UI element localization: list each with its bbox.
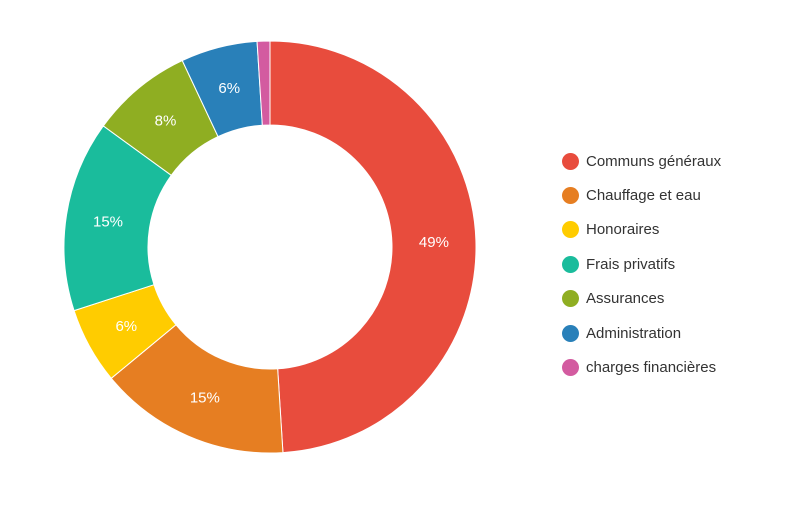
legend-swatch	[562, 152, 579, 170]
legend-swatch	[562, 290, 579, 308]
slice-charges-financi-res[interactable]	[256, 40, 271, 126]
slice-label: 6%	[115, 318, 137, 335]
legend-item[interactable]: Honoraires	[562, 213, 721, 247]
slice-communs-g-n-raux[interactable]	[269, 40, 477, 454]
legend-swatch	[562, 187, 579, 205]
legend-label: Honoraires	[586, 221, 660, 239]
slice-label: 15%	[190, 390, 220, 407]
legend-item[interactable]: Administration	[562, 316, 721, 350]
legend-swatch	[562, 324, 579, 342]
legend-label: Communs généraux	[586, 152, 722, 170]
legend-item[interactable]: charges financières	[562, 350, 721, 384]
legend-swatch	[562, 359, 579, 377]
legend-label: charges financières	[586, 359, 717, 377]
legend-label: Chauffage et eau	[586, 187, 701, 205]
legend-swatch	[562, 255, 579, 273]
legend-swatch	[562, 221, 579, 239]
legend-item[interactable]: Frais privatifs	[562, 247, 721, 281]
slice-label: 8%	[155, 113, 177, 130]
legend-item[interactable]: Chauffage et eau	[562, 178, 721, 212]
legend-label: Frais privatifs	[586, 255, 676, 273]
legend: Communs généraux Chauffage et eau Honorair…	[562, 144, 721, 385]
legend-label: Administration	[586, 324, 682, 342]
legend-item[interactable]: Assurances	[562, 282, 721, 316]
legend-label: Assurances	[586, 290, 665, 308]
slice-label: 15%	[93, 213, 123, 230]
slice-label: 49%	[419, 234, 449, 251]
slice-label: 6%	[218, 80, 240, 97]
legend-item[interactable]: Communs généraux	[562, 144, 721, 178]
